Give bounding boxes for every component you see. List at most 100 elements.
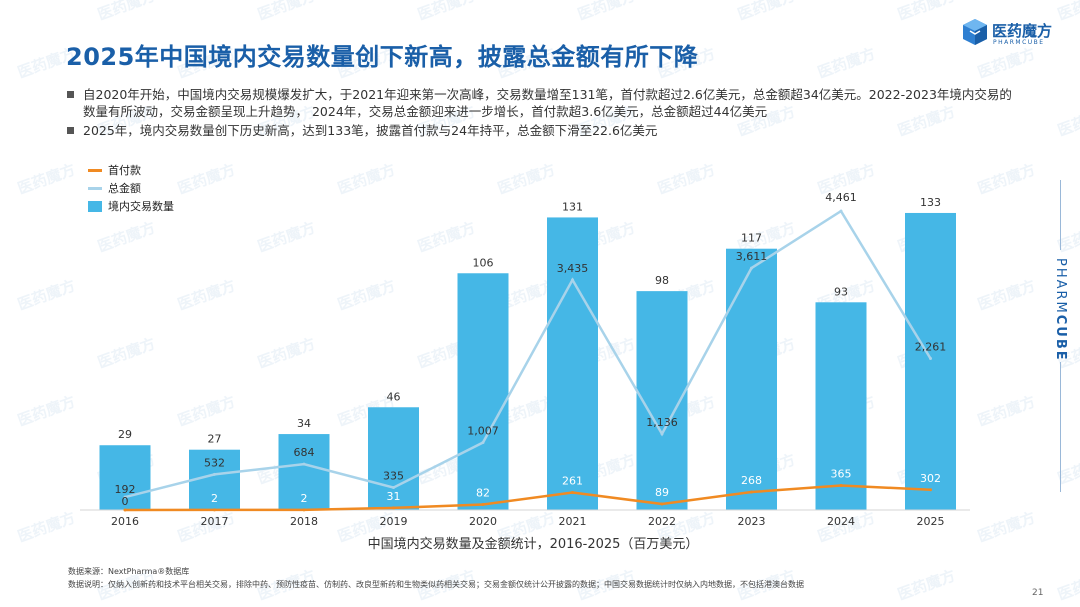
total-value-label: 3,611 <box>736 250 768 263</box>
bar-value-label: 27 <box>208 433 222 446</box>
chart-legend: 首付款 总金额 境内交易数量 <box>88 161 174 215</box>
legend-label-count: 境内交易数量 <box>108 200 174 213</box>
upfront-series <box>123 484 932 512</box>
legend-label-total: 总金额 <box>108 182 141 195</box>
bar-2024 <box>815 302 867 510</box>
x-axis-label: 中国境内交易数量及金额统计，2016-2025（百万美元） <box>368 536 699 552</box>
bar-2020 <box>457 273 509 510</box>
watermark-text: 医药魔方 <box>575 0 638 24</box>
upfront-value-label: 365 <box>831 468 852 481</box>
total-amount-line-point-2017 <box>213 472 216 476</box>
watermark-text: 医药魔方 <box>15 392 78 429</box>
total-amount-line-point-2020 <box>481 441 485 445</box>
x-tick-label: 2019 <box>380 515 408 528</box>
watermark-text: 医药魔方 <box>15 160 78 197</box>
data-source: 数据来源：NextPharma®数据库 <box>68 567 190 576</box>
total-amount-line-point-2021 <box>571 278 574 282</box>
side-brand-light: PHARM <box>1053 258 1068 315</box>
total-amount-line-point-2018 <box>302 462 306 466</box>
side-brand: PHARMCUBE <box>1048 258 1068 362</box>
total-value-label: 335 <box>383 470 404 483</box>
upfront-line-point-2018 <box>302 508 306 512</box>
watermark-text: 医药魔方 <box>175 392 238 429</box>
side-divider-top <box>1060 180 1061 250</box>
total-amount-series <box>123 209 932 499</box>
watermark-text: 医药魔方 <box>95 334 158 371</box>
x-tick-label: 2017 <box>201 515 229 528</box>
upfront-value-label: 31 <box>387 490 401 503</box>
watermark-text: 医药魔方 <box>95 0 158 24</box>
watermark-text: 医药魔方 <box>415 0 478 24</box>
watermark-text: 医药魔方 <box>895 566 958 603</box>
watermark-text: 医药魔方 <box>975 508 1038 545</box>
bar-value-label: 131 <box>562 200 583 213</box>
total-amount-line-point-2016 <box>123 495 127 499</box>
upfront-line-point-2022 <box>660 502 664 506</box>
watermark-text: 医药魔方 <box>1055 102 1080 139</box>
legend-swatch-total <box>88 186 102 190</box>
bar-2019 <box>368 407 419 510</box>
bar-value-label: 34 <box>297 417 311 430</box>
watermark-text: 医药魔方 <box>975 276 1038 313</box>
bar-2018 <box>278 434 330 510</box>
side-divider-bottom <box>1060 362 1061 492</box>
upfront-line-point-2017 <box>213 508 216 512</box>
bar-value-label: 117 <box>741 232 762 245</box>
total-amount-line-point-2024 <box>839 209 843 213</box>
bar-2016 <box>99 445 151 510</box>
x-tick-label: 2022 <box>648 515 676 528</box>
total-amount-line-point-2023 <box>750 266 753 270</box>
watermark-text: 医药魔方 <box>415 218 478 255</box>
bullet-item: 自2020年开始，中国境内交易规模爆发扩大，于2021年迎来第一次高峰，交易数量… <box>66 86 1016 120</box>
data-labels: 29 27 34 46 106 131 98 117 93 133 192 532 684 335 1,00… <box>115 191 947 508</box>
total-amount-line-point-2019 <box>392 486 395 490</box>
bar-value-label: 106 <box>473 256 494 269</box>
watermark-text: 医药魔方 <box>975 392 1038 429</box>
watermark-text: 医药魔方 <box>175 160 238 197</box>
watermark-text: 医药魔方 <box>975 160 1038 197</box>
data-note: 数据说明：仅纳入创新药和技术平台相关交易，排除中药、预防性疫苗、仿制药、改良型新… <box>68 580 804 589</box>
watermark-text: 医药魔方 <box>1055 450 1080 487</box>
watermark-text: 医药魔方 <box>1055 566 1080 603</box>
total-amount-line-point-2022 <box>660 432 664 436</box>
total-value-label: 532 <box>204 456 225 469</box>
watermark-text: 医药魔方 <box>175 276 238 313</box>
upfront-value-label: 82 <box>476 487 490 500</box>
watermark-text: 医药魔方 <box>735 0 798 24</box>
bar-2021 <box>547 217 598 510</box>
upfront-line-point-2025 <box>929 488 932 492</box>
watermark-text: 医药魔方 <box>255 0 318 24</box>
x-tick-label: 2025 <box>917 515 945 528</box>
watermark-text: 医药魔方 <box>335 276 398 313</box>
cube-logo-icon <box>963 19 987 45</box>
legend-swatch-count <box>88 200 102 212</box>
legend-label-upfront: 首付款 <box>108 164 141 177</box>
legend-item-total: 总金额 <box>88 179 174 197</box>
upfront-value-label: 268 <box>741 474 762 487</box>
legend-swatch-upfront <box>88 168 102 172</box>
total-value-label: 684 <box>294 446 315 459</box>
upfront-line-point-2020 <box>481 503 485 507</box>
total-value-label: 192 <box>115 483 136 496</box>
total-value-label: 4,461 <box>825 191 857 204</box>
watermark-text: 医药魔方 <box>95 218 158 255</box>
bar-2025 <box>905 212 956 510</box>
total-amount-line <box>124 209 932 499</box>
logo-text: 医药魔方 <box>992 22 1053 40</box>
bullet-item: 2025年，境内交易数量创下历史新高，达到133笔，披露首付款与24年持平，总金… <box>66 122 1016 139</box>
watermark-text: 医药魔方 <box>495 160 558 197</box>
upfront-line-point-2019 <box>392 506 395 510</box>
watermark-text: 医药魔方 <box>335 160 398 197</box>
total-value-label: 1,007 <box>467 425 499 438</box>
upfront-value-label: 89 <box>655 486 669 499</box>
upfront-line-point-2021 <box>571 491 574 495</box>
summary-bullets: 自2020年开始，中国境内交易规模爆发扩大，于2021年迎来第一次高峰，交易数量… <box>66 86 1016 141</box>
upfront-line-point-2024 <box>839 484 843 488</box>
watermark-text: 医药魔方 <box>895 0 958 24</box>
x-axis-ticks: 2016 2017 2018 2019 2020 2021 2022 2023 2024 2025 <box>111 515 945 528</box>
x-tick-label: 2016 <box>111 515 139 528</box>
watermark-text: 医药魔方 <box>255 218 318 255</box>
total-value-label: 1,136 <box>646 416 678 429</box>
total-amount-line-point-2025 <box>929 357 932 361</box>
logo: 医药魔方 PHARMCUBE <box>962 18 1062 48</box>
